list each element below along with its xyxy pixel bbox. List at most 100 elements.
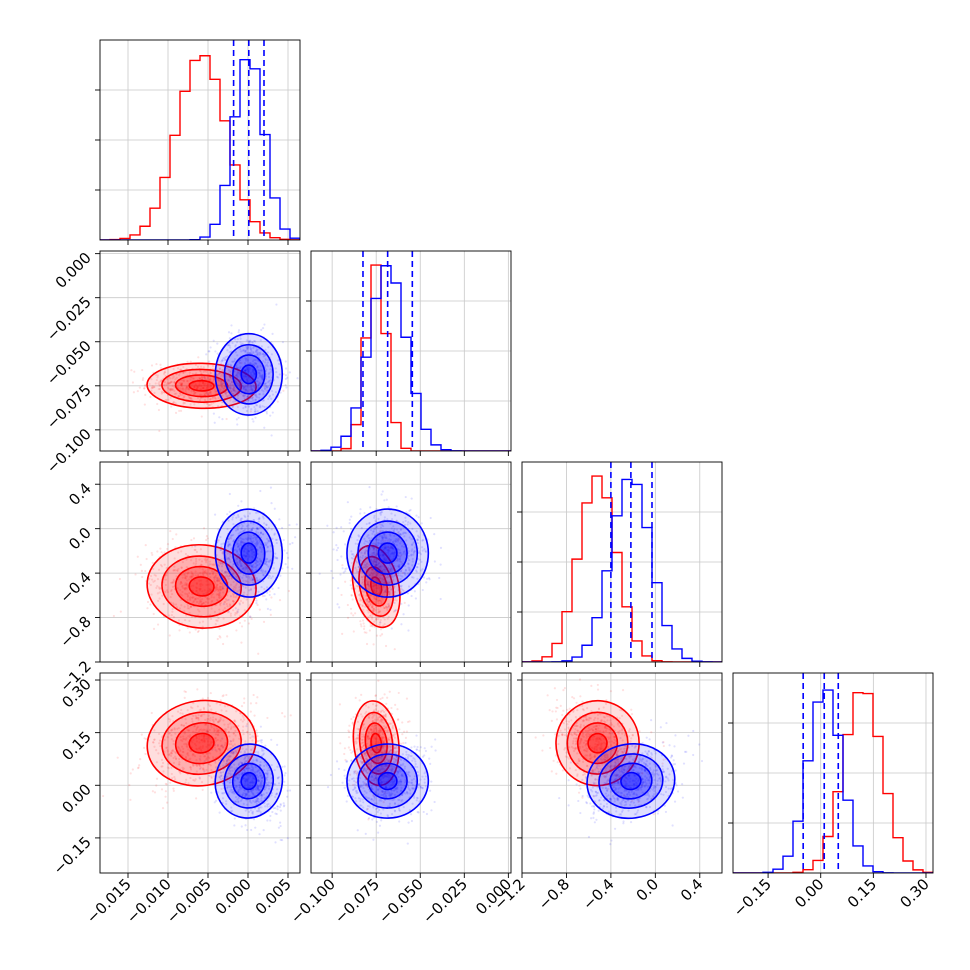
scatter-point <box>214 766 218 769</box>
scatter-point <box>241 771 244 774</box>
scatter-point <box>236 557 239 560</box>
scatter-point <box>380 597 383 600</box>
scatter-point <box>179 368 183 371</box>
scatter-point <box>234 548 237 551</box>
scatter-point <box>223 601 226 604</box>
density-contour <box>174 565 229 608</box>
scatter-point <box>116 756 119 759</box>
scatter-point <box>258 763 261 767</box>
scatter-point <box>232 571 235 574</box>
scatter-point <box>235 750 238 753</box>
scatter-point <box>225 775 228 778</box>
scatter-point <box>218 635 221 638</box>
scatter-point <box>182 401 185 404</box>
scatter-point <box>190 717 194 720</box>
scatter-point <box>190 397 193 400</box>
scatter-point <box>197 629 200 633</box>
scatter-point <box>237 515 240 518</box>
scatter-point <box>381 577 384 580</box>
scatter-point <box>231 380 234 384</box>
scatter-point <box>383 516 386 519</box>
scatter-point <box>175 757 178 760</box>
scatter-point <box>213 396 216 400</box>
scatter-point <box>194 714 197 717</box>
scatter-point <box>241 793 244 796</box>
scatter-point <box>198 735 201 738</box>
scatter-point <box>232 540 235 543</box>
scatter-point <box>211 740 214 744</box>
scatter-point <box>370 569 374 572</box>
scatter-point <box>210 403 213 406</box>
density-fill <box>175 566 228 607</box>
scatter-point <box>245 724 248 728</box>
scatter-point <box>239 337 242 340</box>
scatter-point <box>200 738 203 742</box>
scatter-point <box>242 349 246 352</box>
scatter-point <box>382 533 386 536</box>
scatter-point <box>250 374 253 377</box>
scatter-point <box>219 535 222 539</box>
scatter-point <box>247 369 251 372</box>
scatter-point <box>390 527 393 530</box>
scatter-point <box>262 574 265 577</box>
scatter-point <box>187 754 190 757</box>
scatter-point <box>248 367 252 370</box>
scatter-point <box>370 559 373 562</box>
scatter-point <box>174 411 178 414</box>
scatter-point <box>258 393 262 396</box>
scatter-point <box>231 766 234 769</box>
scatter-point <box>262 355 265 358</box>
scatter-point <box>249 388 252 391</box>
scatter-point <box>165 567 168 570</box>
scatter-point <box>424 550 428 553</box>
scatter-point <box>243 546 246 549</box>
scatter-point <box>205 353 208 356</box>
scatter-point <box>170 614 173 617</box>
scatter-point <box>261 326 265 330</box>
scatter-point <box>205 392 208 395</box>
scatter-point <box>141 575 144 579</box>
scatter-point <box>177 745 180 749</box>
scatter-point <box>194 383 197 387</box>
scatter-point <box>332 548 335 551</box>
scatter-point <box>387 506 390 509</box>
scatter-point <box>186 746 189 749</box>
scatter-point <box>208 743 211 746</box>
scatter-point <box>274 367 277 370</box>
scatter-point <box>215 702 218 705</box>
scatter-point <box>206 730 210 734</box>
scatter-point <box>410 538 413 541</box>
scatter-point <box>245 552 249 555</box>
scatter-point <box>167 382 170 385</box>
scatter-point <box>288 789 292 792</box>
scatter-point <box>263 405 266 409</box>
scatter-point <box>258 608 261 611</box>
scatter-point <box>238 603 241 606</box>
scatter-point <box>274 556 277 559</box>
scatter-point <box>170 380 173 384</box>
scatter-point <box>242 554 246 557</box>
scatter-point <box>277 586 280 590</box>
scatter-point <box>407 563 410 566</box>
scatter-point <box>229 583 233 586</box>
scatter-point <box>194 548 197 551</box>
scatter-point <box>262 768 266 772</box>
scatter-point <box>208 704 211 708</box>
scatter-point <box>184 755 188 758</box>
scatter-point <box>246 549 249 552</box>
scatter-point <box>189 605 193 608</box>
scatter-point <box>399 533 403 536</box>
scatter-point <box>373 596 376 599</box>
scatter-point <box>253 542 257 545</box>
scatter-point <box>217 731 220 734</box>
scatter-point <box>240 705 244 708</box>
scatter-point <box>281 838 284 842</box>
scatter-point <box>368 573 372 577</box>
scatter-point <box>224 741 227 745</box>
scatter-point <box>376 600 379 603</box>
scatter-point <box>193 754 197 758</box>
scatter-point <box>219 636 222 639</box>
scatter-point <box>236 354 239 357</box>
scatter-point <box>383 582 386 585</box>
scatter-point <box>190 577 193 580</box>
